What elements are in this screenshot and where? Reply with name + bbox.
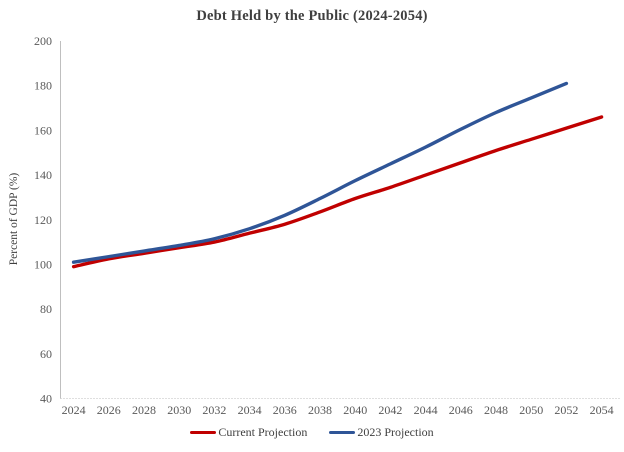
y-tick-label: 200 [34,34,52,48]
x-tick-label: 2024 [62,403,86,417]
y-tick-labels: 40 60 80 100 120 140 160 180 200 [34,34,52,406]
x-tick-label: 2034 [238,403,262,417]
x-tick-label: 2054 [590,403,614,417]
y-tick-label: 160 [34,123,52,137]
x-tick-labels: 2024 2026 2028 2030 2032 2034 2036 2038 2040 2042… [62,403,614,417]
x-tick-label: 2030 [167,403,191,417]
chart-title: Debt Held by the Public (2024-2054) [196,8,428,24]
y-tick-label: 60 [40,347,52,361]
series-line-2023-projection [71,81,569,264]
y-tick-label: 120 [34,213,52,227]
y-tick-label: 80 [40,302,52,316]
legend-item-2023-projection: 2023 Projection [329,425,434,440]
y-tick-label: 140 [34,168,52,182]
x-tick-label: 2050 [519,403,543,417]
x-tick-label: 2038 [308,403,332,417]
legend: Current Projection 2023 Projection [0,425,624,440]
x-tick-label: 2052 [554,403,578,417]
x-tick-label: 2028 [132,403,156,417]
y-tick-label: 180 [34,79,52,93]
legend-item-current-projection: Current Projection [190,425,307,440]
series-line-current-projection [71,115,604,269]
x-tick-label: 2042 [378,403,402,417]
x-tick-label: 2026 [97,403,121,417]
legend-label-current-projection: Current Projection [218,425,308,439]
x-tick-label: 2048 [484,403,508,417]
y-tick-label: 40 [40,392,52,406]
x-tick-label: 2036 [273,403,297,417]
legend-swatch-2023-projection-icon [329,430,356,435]
axes [60,41,620,399]
x-tick-label: 2044 [414,403,438,417]
legend-swatch-current-projection-icon [190,430,217,435]
x-tick-label: 2046 [449,403,473,417]
y-tick-label: 100 [34,257,52,271]
legend-label-2023-projection: 2023 Projection [357,425,434,439]
x-tick-label: 2032 [202,403,226,417]
x-tick-label: 2040 [343,403,367,417]
